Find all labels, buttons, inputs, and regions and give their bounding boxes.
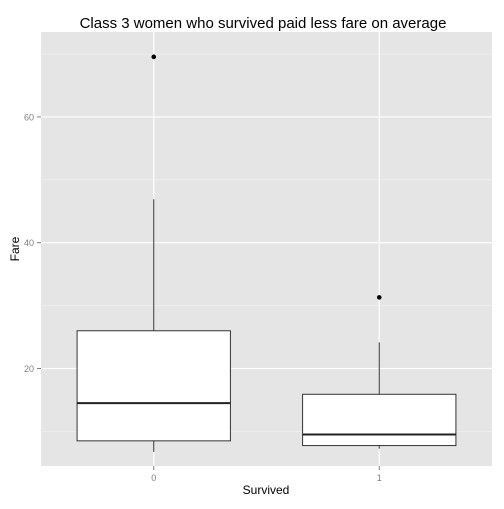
outlier-point [376, 295, 382, 300]
y-tick-label: 20 [24, 364, 34, 374]
x-tick-label: 1 [377, 473, 382, 483]
chart-title: Class 3 women who survived paid less far… [80, 15, 447, 32]
iqr-box [302, 393, 457, 447]
outlier-point [151, 54, 157, 60]
y-axis-label: Fare [8, 236, 22, 261]
y-tick-label: 60 [24, 112, 34, 122]
y-tick-label: 40 [24, 238, 34, 248]
box-group-1 [302, 295, 457, 449]
x-axis-label: Survived [243, 483, 290, 497]
tick-layer: 20 40 60 0 1 [24, 112, 382, 483]
box-layer [76, 54, 457, 452]
x-tick-label: 0 [151, 473, 156, 483]
iqr-box [76, 330, 231, 442]
box-group-0 [76, 54, 231, 452]
